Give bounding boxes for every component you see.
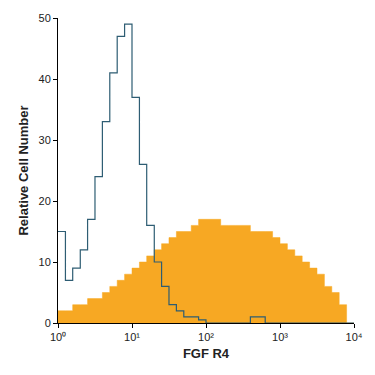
svg-text:Relative Cell Number: Relative Cell Number (16, 105, 31, 235)
svg-text:10⁴: 10⁴ (346, 331, 363, 343)
svg-text:40: 40 (39, 73, 51, 85)
svg-text:10³: 10³ (272, 331, 288, 343)
svg-text:10⁰: 10⁰ (50, 331, 66, 343)
svg-text:30: 30 (39, 134, 51, 146)
svg-text:10: 10 (39, 256, 51, 268)
svg-text:FGF R4: FGF R4 (183, 346, 230, 361)
svg-text:20: 20 (39, 195, 51, 207)
svg-text:10²: 10² (198, 331, 214, 343)
svg-text:10¹: 10¹ (124, 331, 140, 343)
svg-text:0: 0 (45, 317, 51, 329)
svg-text:50: 50 (39, 12, 51, 24)
